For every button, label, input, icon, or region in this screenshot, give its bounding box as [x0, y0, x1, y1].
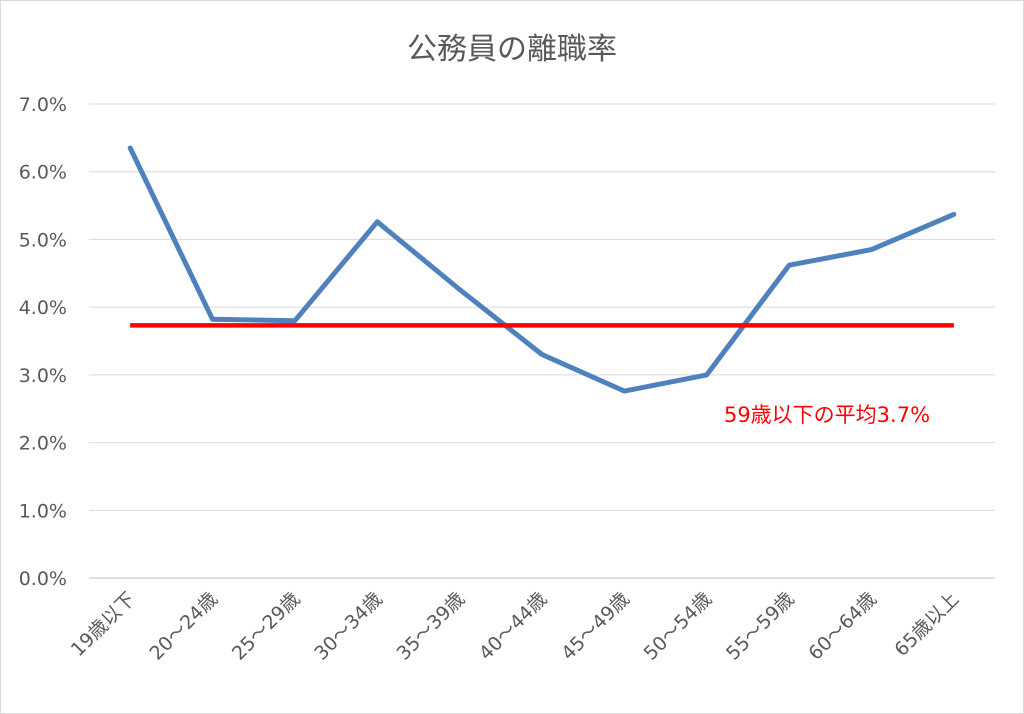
series-layer — [127, 145, 957, 394]
x-tick-label: 50～54歳 — [640, 588, 717, 665]
series-line — [127, 145, 957, 394]
x-tick-label: 40～44歳 — [475, 588, 552, 665]
y-tick-label: 6.0% — [19, 162, 67, 184]
x-tick-label: 19歳以下 — [67, 588, 140, 661]
y-tick-label: 7.0% — [19, 94, 67, 116]
chart-title: 公務員の離職率 — [407, 32, 617, 67]
y-tick-label: 3.0% — [19, 365, 67, 387]
gridlines — [89, 103, 995, 579]
x-tick-label: 35～39歳 — [393, 588, 470, 665]
x-tick-label: 65歳以上 — [890, 588, 963, 661]
x-tick-label: 30～34歳 — [310, 588, 387, 665]
y-tick-label: 2.0% — [19, 433, 67, 455]
y-tick-label: 4.0% — [19, 297, 67, 319]
x-axis-ticks: 19歳以下 20～24歳 25～29歳 30～34歳 35～39歳 40～44歳 45～49… — [67, 588, 964, 665]
reference-line-label: 59歳以下の平均3.7% — [724, 403, 930, 427]
x-tick-label: 60～64歳 — [804, 588, 881, 665]
x-tick-label: 55～59歳 — [722, 588, 799, 665]
x-tick-label: 20～24歳 — [145, 588, 222, 665]
x-tick-label: 25～29歳 — [228, 588, 305, 665]
y-tick-label: 0.0% — [19, 568, 67, 590]
x-tick-label: 45～49歳 — [557, 588, 634, 665]
y-axis-ticks: 0.0% 1.0% 2.0% 3.0% 4.0% 5.0% 6.0% 7.0% — [19, 94, 67, 590]
y-tick-label: 5.0% — [19, 229, 67, 251]
y-tick-label: 1.0% — [19, 500, 67, 522]
